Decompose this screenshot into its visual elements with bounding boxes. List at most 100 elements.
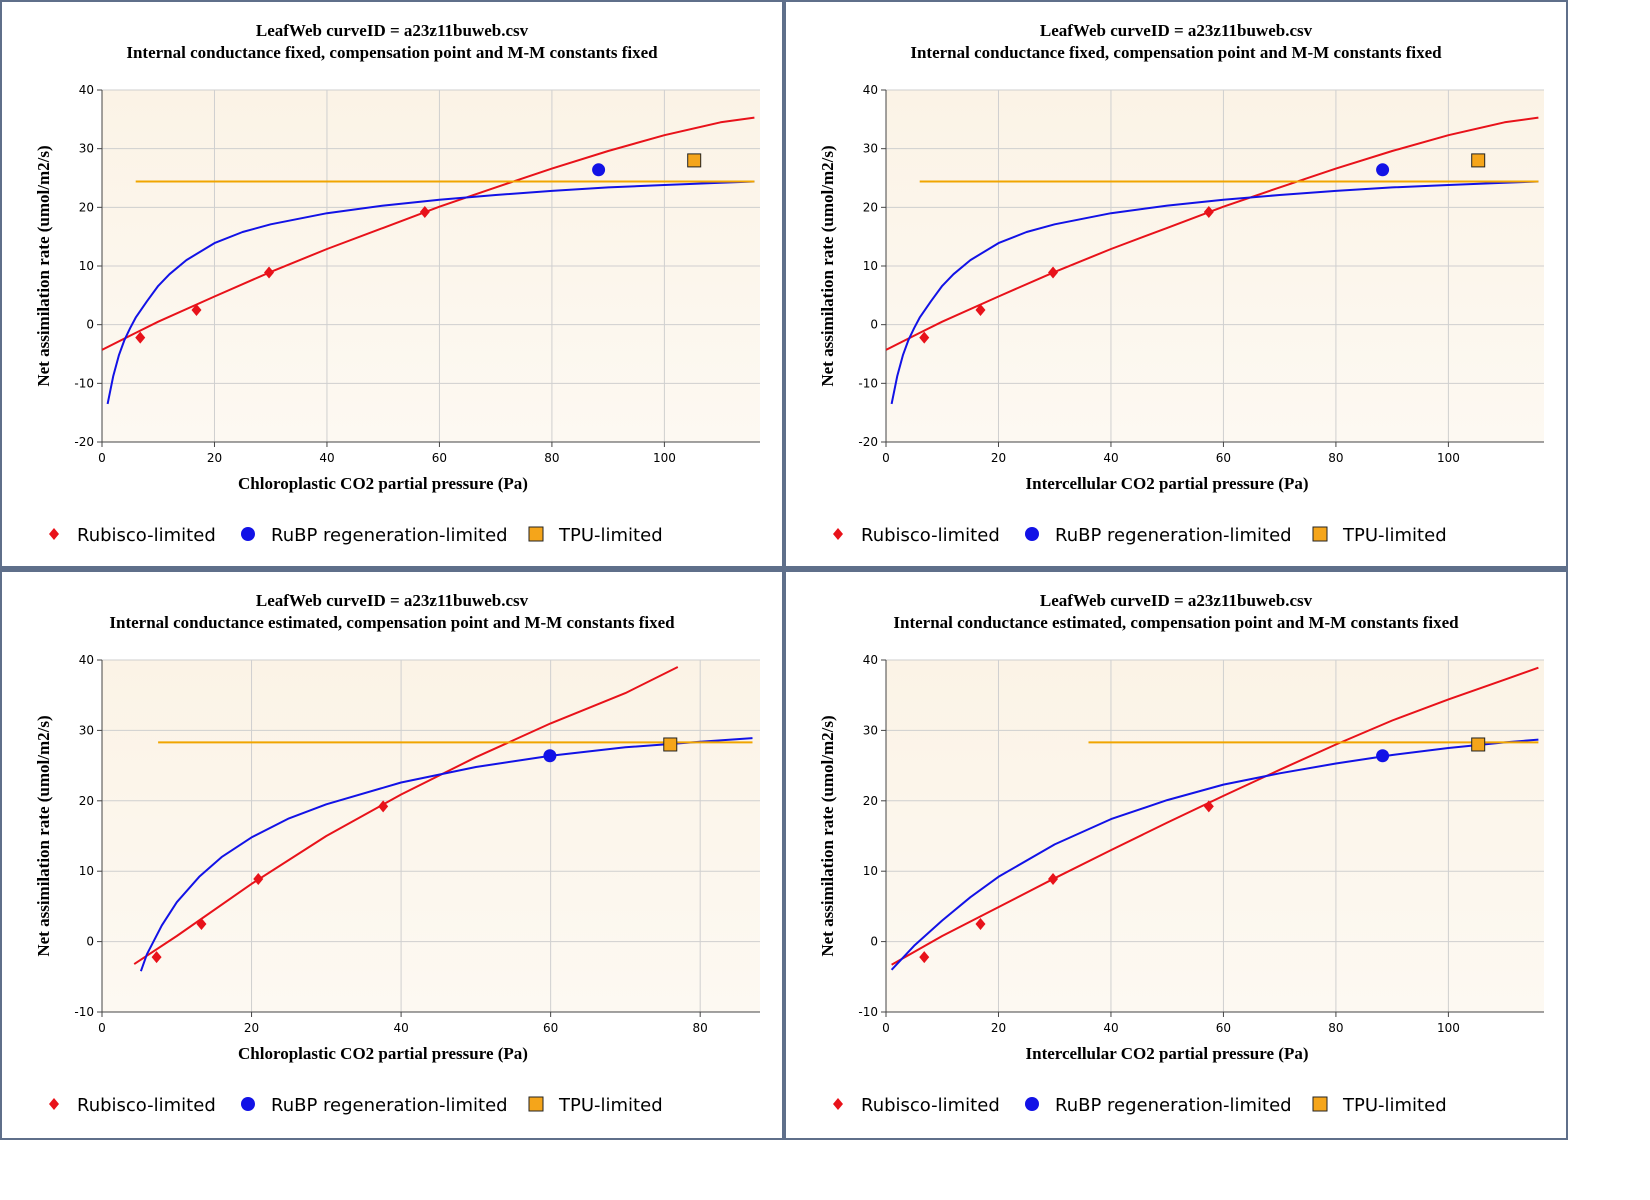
x-tick-label: 100 <box>1437 1021 1460 1035</box>
rubisco-fit-curve <box>886 116 1539 351</box>
x-tick-label: 0 <box>98 451 106 465</box>
x-tick-label: 80 <box>1328 451 1343 465</box>
legend: Rubisco-limited RuBP regeneration-limited… <box>833 1095 1447 1116</box>
y-tick-label: -10 <box>74 1005 94 1019</box>
y-tick-label: 0 <box>870 935 878 949</box>
y-tick-label: 40 <box>863 83 878 97</box>
legend-rubp-marker <box>241 527 255 541</box>
legend-tpu-marker <box>1312 1096 1328 1112</box>
y-tick-label: 30 <box>863 142 878 156</box>
rubisco-point <box>264 266 275 279</box>
y-tick-label: 0 <box>870 318 878 332</box>
y-tick-label: 0 <box>86 935 94 949</box>
legend-rubp-label: RuBP regeneration-limited <box>271 1095 508 1116</box>
rubisco-point <box>1048 872 1059 885</box>
rubisco-point <box>1203 206 1214 219</box>
chart-bottom-left: LeafWeb curveID = a23z11buweb.csv Interna… <box>34 591 760 1116</box>
chart-panel-top-right: LeafWeb curveID = a23z11buweb.csv Interna… <box>786 2 1566 566</box>
y-tick-label: 20 <box>79 794 94 808</box>
curves <box>890 666 1539 971</box>
plot-area <box>886 660 1544 1012</box>
y-tick-label: -10 <box>858 376 878 390</box>
tpu-point <box>1471 153 1486 168</box>
chart-panel-top-left: LeafWeb curveID = a23z11buweb.csv Interna… <box>2 2 782 566</box>
legend-tpu-label: TPU-limited <box>558 525 663 546</box>
x-tick-label: 60 <box>543 1021 558 1035</box>
y-tick-label: -20 <box>74 435 94 449</box>
chart-subtitle: Internal conductance estimated, compensa… <box>893 613 1459 632</box>
legend-rubisco-label: Rubisco-limited <box>861 1095 1000 1116</box>
x-axis-label: Chloroplastic CO2 partial pressure (Pa) <box>238 474 528 493</box>
y-tick-label: 30 <box>79 142 94 156</box>
chart-subtitle: Internal conductance fixed, compensation… <box>910 43 1442 62</box>
legend-rubp-marker <box>1025 527 1039 541</box>
x-tick-label: 40 <box>1103 451 1118 465</box>
curves <box>886 116 1539 405</box>
y-tick-label: -10 <box>74 376 94 390</box>
x-tick-label: 0 <box>882 1021 890 1035</box>
rubisco-point <box>1203 800 1214 813</box>
legend-rubisco-label: Rubisco-limited <box>77 1095 216 1116</box>
legend-rubisco-label: Rubisco-limited <box>77 525 216 546</box>
x-tick-label: 80 <box>544 451 559 465</box>
rubisco-point <box>419 206 430 219</box>
rubisco-point <box>919 331 930 344</box>
chart-subtitle: Internal conductance fixed, compensation… <box>126 43 658 62</box>
x-tick-label: 60 <box>1216 451 1231 465</box>
legend-rubisco-marker <box>833 528 843 540</box>
tpu-point <box>1471 737 1486 752</box>
x-axis-label: Intercellular CO2 partial pressure (Pa) <box>1026 1044 1309 1063</box>
y-tick-label: 30 <box>79 723 94 737</box>
x-tick-label: 80 <box>1328 1021 1343 1035</box>
x-tick-label: 60 <box>432 451 447 465</box>
tpu-point <box>663 737 678 752</box>
y-tick-label: 40 <box>79 83 94 97</box>
y-tick-label: 20 <box>863 200 878 214</box>
y-tick-label: 40 <box>863 653 878 667</box>
chart-top-left: LeafWeb curveID = a23z11buweb.csv Interna… <box>34 21 760 546</box>
x-tick-label: 20 <box>991 1021 1006 1035</box>
legend-rubp-marker <box>1025 1097 1039 1111</box>
rubisco-point <box>975 918 986 930</box>
legend-tpu-marker <box>1312 526 1328 542</box>
rubp-point <box>1376 749 1390 763</box>
rubp-fit-curve <box>106 180 755 405</box>
legend-rubp-label: RuBP regeneration-limited <box>1055 1095 1292 1116</box>
chart-panel-bottom-right: LeafWeb curveID = a23z11buweb.csv Interna… <box>786 572 1566 1138</box>
x-tick-label: 0 <box>882 451 890 465</box>
chart-title: LeafWeb curveID = a23z11buweb.csv <box>256 591 529 610</box>
x-tick-label: 100 <box>653 451 676 465</box>
rubisco-point <box>196 918 207 930</box>
legend-rubisco-marker <box>833 1098 843 1110</box>
rubisco-point <box>135 331 146 344</box>
chart-subtitle: Internal conductance estimated, compensa… <box>109 613 675 632</box>
y-axis-label: Net assimilation rate (umol/m2/s) <box>34 145 53 386</box>
legend-tpu-marker <box>528 1096 544 1112</box>
rubisco-point <box>919 951 930 964</box>
chart-title: LeafWeb curveID = a23z11buweb.csv <box>256 21 529 40</box>
legend-tpu-label: TPU-limited <box>558 1095 663 1116</box>
y-tick-label: 10 <box>79 864 94 878</box>
rubisco-point <box>191 304 202 316</box>
y-tick-label: -20 <box>858 435 878 449</box>
legend-rubisco-marker <box>49 1098 59 1110</box>
x-tick-label: 20 <box>244 1021 259 1035</box>
x-tick-label: 40 <box>319 451 334 465</box>
legend: Rubisco-limited RuBP regeneration-limited… <box>49 525 663 546</box>
x-axis-label: Chloroplastic CO2 partial pressure (Pa) <box>238 1044 528 1063</box>
chart-title: LeafWeb curveID = a23z11buweb.csv <box>1040 21 1313 40</box>
rubisco-point <box>253 872 264 885</box>
rubp-fit-curve <box>890 180 1539 405</box>
plot-area <box>102 660 760 1012</box>
x-axis-label: Intercellular CO2 partial pressure (Pa) <box>1026 474 1309 493</box>
x-tick-label: 100 <box>1437 451 1460 465</box>
rubisco-point <box>378 800 389 813</box>
y-tick-label: 10 <box>79 259 94 273</box>
y-tick-label: 30 <box>863 723 878 737</box>
y-tick-label: -10 <box>858 1005 878 1019</box>
x-tick-label: 60 <box>1216 1021 1231 1035</box>
y-tick-label: 10 <box>863 864 878 878</box>
legend-rubp-marker <box>241 1097 255 1111</box>
rubp-point <box>592 163 606 177</box>
y-axis-label: Net assimilation rate (umol/m2/s) <box>818 145 837 386</box>
